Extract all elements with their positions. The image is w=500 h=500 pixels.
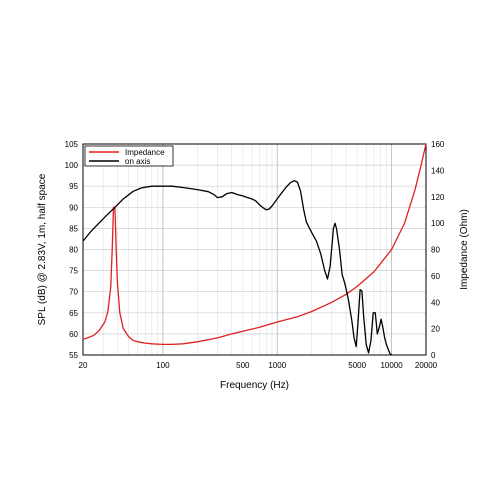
y-left-tick-label: 85 [69, 224, 78, 233]
y-right-tick-label: 140 [431, 166, 445, 175]
y-right-tick-label: 40 [431, 298, 440, 307]
x-tick-label: 20000 [415, 361, 438, 370]
y-left-tick-label: 90 [69, 203, 78, 212]
legend-label-on-axis: on axis [125, 157, 150, 166]
grid [83, 144, 426, 355]
y-right-tick-label: 80 [431, 246, 440, 255]
y-left-tick-label: 75 [69, 267, 78, 276]
legend-label-impedance: Impedance [125, 148, 165, 157]
y-left-tick-label: 55 [69, 351, 78, 360]
x-tick-label: 1000 [268, 361, 286, 370]
y-right-tick-label: 160 [431, 140, 445, 149]
y-left-tick-label: 65 [69, 309, 78, 318]
x-tick-label: 500 [236, 361, 250, 370]
series-line-on-axis [82, 180, 393, 356]
series-layer [82, 143, 427, 356]
y-axis-label-right: Impedance (Ohm) [459, 209, 470, 290]
y-left-tick-label: 105 [65, 140, 79, 149]
x-tick-label: 20 [79, 361, 88, 370]
series-line-impedance [82, 143, 427, 346]
x-tick-label: 10000 [380, 361, 403, 370]
x-tick-label: 100 [156, 361, 170, 370]
y-left-tick-label: 100 [65, 161, 79, 170]
y-axis-label-left: SPL (dB) @ 2.83V, 1m, half space [37, 173, 48, 325]
y-left-tick-label: 95 [69, 182, 78, 191]
plot-area [82, 143, 427, 356]
y-right-tick-label: 100 [431, 219, 445, 228]
y-left-tick-label: 60 [69, 330, 78, 339]
y-right-tick-label: 20 [431, 325, 440, 334]
y-right-tick-label: 60 [431, 272, 440, 281]
x-axis-label: Frequency (Hz) [220, 380, 289, 391]
x-tick-label: 5000 [348, 361, 366, 370]
y-right-tick-label: 0 [431, 351, 436, 360]
tick-labels: 20 100 500 1000 5000 10000 2000055606570758085… [65, 140, 445, 370]
y-left-tick-label: 80 [69, 246, 78, 255]
y-right-tick-label: 120 [431, 193, 445, 202]
legend: Impedance on axis [84, 145, 174, 167]
y-left-tick-label: 70 [69, 288, 78, 297]
